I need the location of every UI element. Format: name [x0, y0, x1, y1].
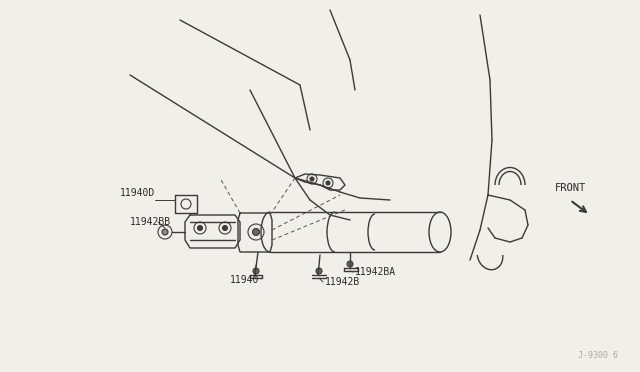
Circle shape	[347, 261, 353, 267]
Circle shape	[326, 181, 330, 185]
Circle shape	[223, 225, 227, 231]
Text: 11942BA: 11942BA	[355, 267, 396, 277]
Circle shape	[198, 225, 202, 231]
Circle shape	[253, 268, 259, 274]
Circle shape	[316, 268, 322, 274]
Text: FRONT: FRONT	[555, 183, 586, 193]
Text: 11942BB: 11942BB	[130, 217, 171, 227]
Circle shape	[310, 177, 314, 181]
Text: 11940: 11940	[230, 275, 259, 285]
Circle shape	[253, 228, 259, 235]
Circle shape	[162, 229, 168, 235]
Text: 11942B: 11942B	[325, 277, 360, 287]
Text: 11940D: 11940D	[120, 188, 155, 198]
Text: J-9300 6: J-9300 6	[578, 351, 618, 360]
